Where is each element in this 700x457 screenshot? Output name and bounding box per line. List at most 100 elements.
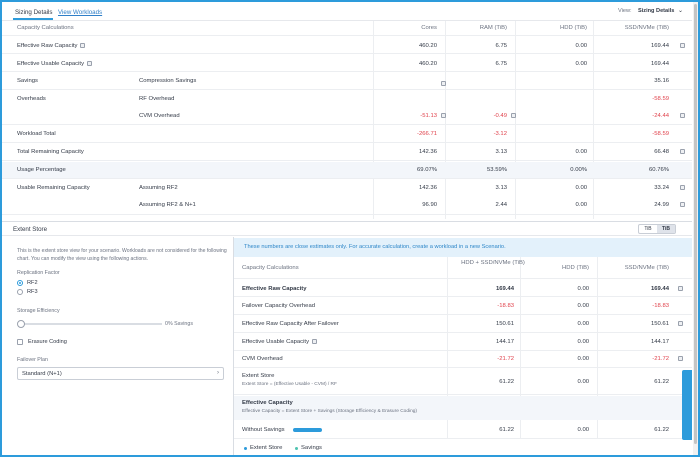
active-tab-underline [13,18,53,20]
cores-value: 142.36 [418,185,437,191]
row-label: Effective Usable Capacity [17,61,93,67]
col-header-hdd: HDD (TiB) [562,265,589,271]
info-icon[interactable] [80,43,86,48]
column-divider [447,257,448,438]
capacity-table-header: Capacity Calculations Cores RAM (TiB) HD… [2,21,692,36]
ssd-value: 35.16 [654,78,669,84]
ram-value: 6.75 [495,61,507,67]
row-sublabel: Assuming RF2 [139,185,178,191]
table-row: Savings Compression Savings 35.16 [2,73,692,90]
table-row: CVM Overhead -51.13 -0.49 -24.44 [2,108,692,125]
table-row: Effective Raw Capacity 169.44 0.00 169.4… [234,280,692,297]
unit-option-2[interactable]: TiB [657,225,675,233]
chevron-down-icon[interactable]: ⌄ [678,8,684,14]
hdd-value: 0.00 [575,149,587,155]
feedback-tab[interactable] [682,370,692,440]
info-icon[interactable] [680,113,685,118]
info-icon[interactable] [678,286,683,291]
extent-store-controls [2,237,234,455]
combined-value: -18.83 [497,303,514,309]
info-icon[interactable] [678,356,683,361]
info-icon[interactable] [87,61,93,66]
ram-usage: 53.59% [487,167,507,173]
legend-dot-extent-store [244,447,247,450]
row-label: Without Savings [242,427,285,433]
cores-value: -51.13 [420,113,437,119]
extent-table-header: Capacity Calculations HDD + SSD/NVMe (Ti… [234,257,692,279]
info-icon[interactable] [680,149,685,154]
ssd-value: 169.44 [650,286,669,292]
column-divider [373,21,374,219]
erasure-coding-checkbox[interactable] [17,339,23,345]
tab-sizing-details[interactable]: Sizing Details [15,9,53,16]
table-row: CVM Overhead -21.72 0.00 -21.72 [234,352,692,368]
row-label: Total Remaining Capacity [17,149,84,155]
ssd-value: 24.99 [654,202,669,208]
row-sublabel: Assuming RF2 & N+1 [139,202,196,208]
radio-rf2-label: RF2 [27,280,38,286]
col-header-ssd: SSD/NVMe (TiB) [624,265,669,271]
failover-plan-select[interactable]: Standard (N+1) › [17,367,224,380]
hdd-value: 0.00 [577,427,589,433]
combined-value: 144.17 [495,339,514,345]
ram-value: 3.13 [495,185,507,191]
hdd-value: 0.00 [577,303,589,309]
combined-value: 61.22 [499,427,514,433]
radio-rf2[interactable] [17,280,23,286]
effective-capacity-title: Effective Capacity [242,400,293,406]
info-icon[interactable] [680,43,685,48]
cores-value: 142.36 [418,149,437,155]
info-icon[interactable] [441,113,446,118]
row-label: Extent Store [242,373,275,379]
info-icon[interactable] [511,113,516,118]
effective-capacity-formula: Effective Capacity = Extent Store + Savi… [242,409,417,414]
info-icon[interactable] [312,339,318,344]
info-icon[interactable] [680,202,685,207]
info-icon[interactable] [441,81,446,86]
col-header-calc: Capacity Calculations [242,265,299,271]
radio-rf3[interactable] [17,289,23,295]
table-row: Usable Remaining Capacity Assuming RF2 1… [2,180,692,197]
column-divider [445,21,446,219]
storage-efficiency-track[interactable] [22,323,162,325]
failover-plan-value: Standard (N+1) [22,371,62,377]
hdd-value: 0.00 [577,339,589,345]
combined-value: 169.44 [495,286,514,292]
row-sublabel: Compression Savings [139,78,197,84]
view-select[interactable]: Sizing Details [638,8,675,14]
ssd-value: 66.48 [654,149,669,155]
row-sublabel: CVM Overhead [139,113,180,119]
row-label: Usage Percentage [17,167,66,173]
view-workloads-link[interactable]: View Workloads [58,9,103,16]
ram-value: -3.12 [493,131,507,137]
col-header-ssd: SSD/NVMe (TiB) [624,25,669,31]
ssd-value: -21.72 [652,356,669,362]
hdd-value: 0.00 [575,185,587,191]
info-icon[interactable] [678,321,683,326]
scrollbar-thumb[interactable] [694,4,697,444]
info-icon[interactable] [680,185,685,190]
ssd-value: 169.44 [650,61,669,67]
table-row-usage: Usage Percentage 69.07% 53.59% 0.00% 60.… [2,162,692,179]
ssd-value: 61.22 [654,427,669,433]
table-row: Overheads RF Overhead -58.59 [2,91,692,108]
table-row: Effective Usable Capacity 144.17 0.00 14… [234,334,692,351]
cores-value: 460.20 [418,61,437,67]
ram-value: 2.44 [495,202,507,208]
ssd-value: 169.44 [650,43,669,49]
col-header-calc: Capacity Calculations [17,25,74,31]
row-label: Workload Total [17,131,56,137]
legend-extent-store: Extent Store [250,445,283,451]
failover-plan-label: Failover Plan [17,357,48,363]
combined-value: 150.61 [495,321,514,327]
hdd-value: 0.00 [577,356,589,362]
extent-store-header [2,221,692,236]
table-row: Failover Capacity Overhead -18.83 0.00 -… [234,298,692,315]
replication-factor-label: Replication Factor [17,270,60,276]
column-divider [515,21,516,219]
unit-option-1[interactable]: TiB [644,226,652,232]
row-label: Usable Remaining Capacity [17,185,90,191]
storage-efficiency-slider[interactable] [17,320,25,328]
ssd-value: 144.17 [650,339,669,345]
